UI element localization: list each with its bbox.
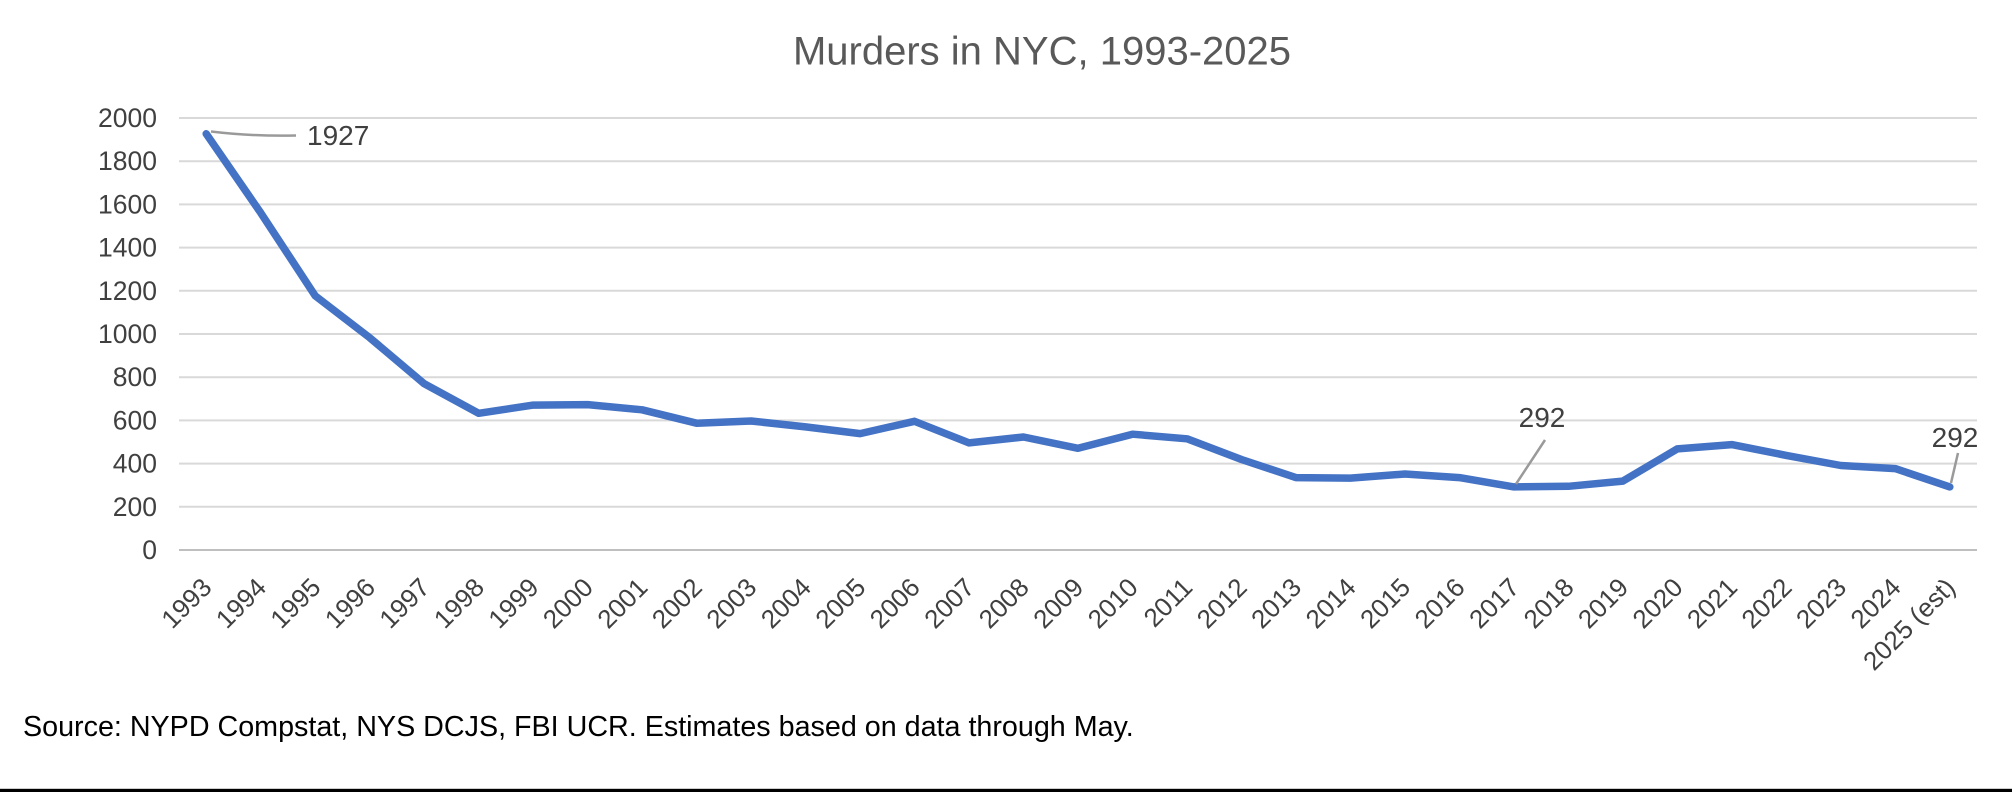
svg-text:1000: 1000	[98, 319, 157, 349]
svg-text:1600: 1600	[98, 189, 157, 219]
svg-text:2000: 2000	[98, 103, 157, 133]
svg-text:1200: 1200	[98, 276, 157, 306]
svg-text:0: 0	[142, 535, 157, 565]
svg-text:800: 800	[113, 362, 157, 392]
svg-text:600: 600	[113, 405, 157, 435]
svg-text:1400: 1400	[98, 233, 157, 263]
svg-text:Murders in NYC, 1993-2025: Murders in NYC, 1993-2025	[793, 30, 1291, 74]
svg-text:1800: 1800	[98, 146, 157, 176]
svg-text:292: 292	[1932, 422, 1979, 453]
svg-text:400: 400	[113, 449, 157, 479]
svg-text:200: 200	[113, 492, 157, 522]
svg-text:1927: 1927	[307, 120, 369, 151]
svg-text:Source: NYPD Compstat, NYS DCJ: Source: NYPD Compstat, NYS DCJS, FBI UCR…	[23, 711, 1134, 743]
svg-text:292: 292	[1519, 402, 1566, 433]
